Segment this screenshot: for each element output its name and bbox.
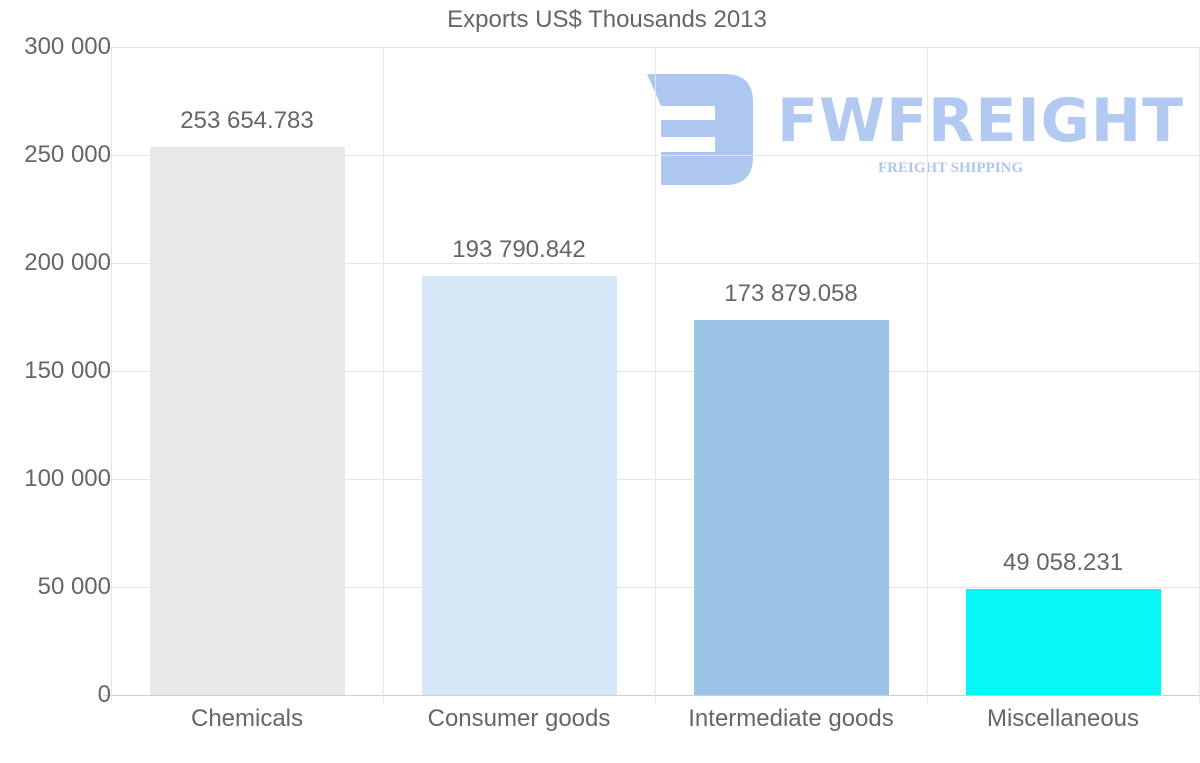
y-tick-label: 300 000 [24, 33, 111, 60]
x-axis-line [103, 695, 1200, 696]
gridline-250000 [103, 155, 1200, 156]
vgrid-3 [927, 47, 928, 703]
x-tick-label: Miscellaneous [986, 705, 1140, 732]
chart-title: Exports US$ Thousands 2013 [447, 6, 767, 33]
y-tick-label: 50 000 [37, 573, 111, 600]
y-tick-label: 250 000 [24, 141, 111, 168]
gridline-150000 [103, 371, 1200, 372]
bar-value-label: 193 790.842 [452, 236, 586, 263]
bar-miscellaneous[interactable] [966, 589, 1161, 695]
bar-intermediate-goods[interactable] [694, 320, 889, 695]
vgrid-1 [383, 47, 384, 703]
x-tick-label: Chemicals [190, 705, 304, 732]
y-tick-label: 200 000 [24, 249, 111, 276]
gridline-200000 [103, 263, 1200, 264]
bar-value-label: 173 879.058 [724, 280, 858, 307]
plot-area: 300 000 250 000 200 000 150 000 100 000 … [24, 33, 1200, 708]
gridline-100000 [103, 479, 1200, 480]
y-tick-label: 0 [97, 681, 111, 708]
bar-value-label: 49 058.231 [1002, 549, 1124, 576]
fwfreight-logo-icon [647, 74, 753, 185]
x-tick-label: Consumer goods [427, 705, 611, 732]
vgrid-2 [655, 47, 656, 703]
y-axis-line [111, 47, 112, 703]
y-tick-label: 100 000 [24, 465, 111, 492]
watermark-brand: FWFREIGHT [777, 86, 1185, 156]
bar-consumer-goods[interactable] [422, 276, 617, 695]
watermark-tagline: FREIGHT SHIPPING [878, 160, 1024, 176]
watermark-logo: FWFREIGHT FREIGHT SHIPPING [645, 72, 1183, 187]
x-tick-label: Intermediate goods [688, 705, 894, 732]
gridline-50000 [103, 587, 1200, 588]
y-tick-label: 150 000 [24, 357, 111, 384]
gridline-300000 [103, 47, 1200, 48]
bar-chemicals[interactable] [150, 147, 345, 695]
bar-value-label: 253 654.783 [180, 107, 314, 134]
